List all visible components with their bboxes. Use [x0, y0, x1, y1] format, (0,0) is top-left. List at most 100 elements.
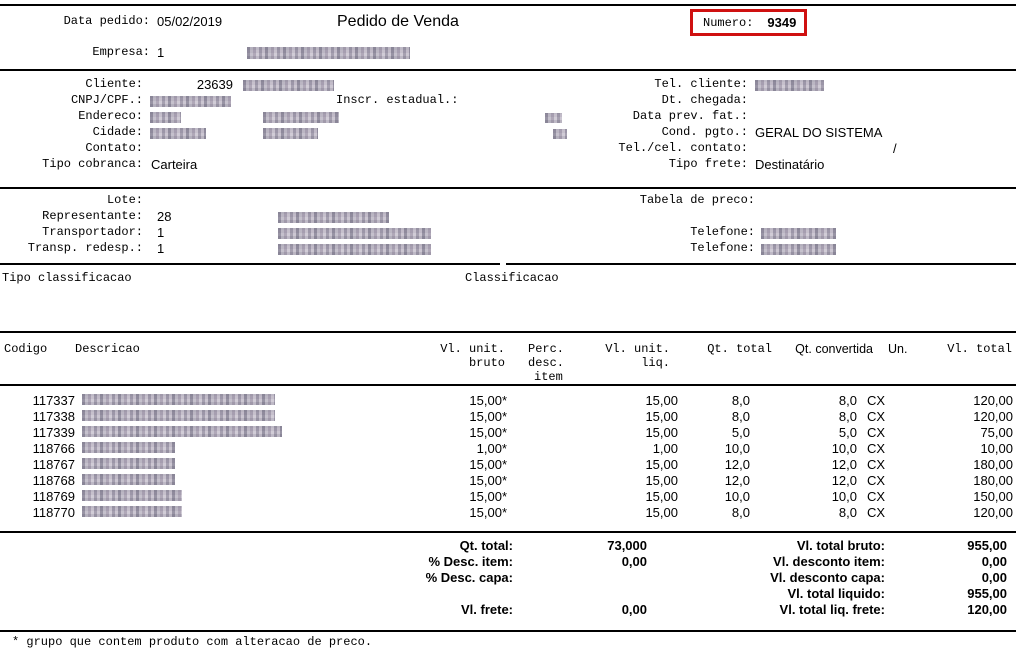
- cell-vl-unit-bruto: 15,00*: [469, 425, 507, 440]
- cell-un: CX: [867, 457, 886, 472]
- telefone-label-1: Telefone:: [690, 225, 755, 239]
- tel-cel-contato-label: Tel./cel. contato:: [618, 141, 748, 155]
- divider: [0, 187, 1016, 189]
- redacted-descricao: [82, 474, 175, 485]
- totals-vl-desconto-item-value: 0,00: [981, 554, 1007, 569]
- totals-vl-total-liq-frete-value: 120,00: [967, 602, 1007, 617]
- cell-qt-total: 12,0: [724, 473, 750, 488]
- cell-vl-total: 180,00: [973, 457, 1013, 472]
- totals-perc-desc-item-value: 0,00: [621, 554, 647, 569]
- transportador-label: Transportador:: [42, 225, 143, 239]
- cell-vl-unit-liq: 1,00: [652, 441, 678, 456]
- price-change-footnote: * grupo que contem produto com alteracao…: [12, 635, 373, 649]
- cell-un: CX: [867, 489, 886, 504]
- redacted-endereco-2: [263, 112, 339, 123]
- redacted-endereco-3: [545, 113, 562, 123]
- divider: [0, 384, 1016, 386]
- redacted-company-name: [247, 47, 410, 59]
- tel-cliente-label: Tel. cliente:: [654, 77, 748, 91]
- cell-vl-unit-bruto: 15,00*: [469, 473, 507, 488]
- cell-un: CX: [867, 393, 886, 408]
- data-pedido-label: Data pedido:: [63, 14, 150, 28]
- cell-vl-unit-bruto: 15,00*: [469, 489, 507, 504]
- cell-un: CX: [867, 425, 886, 440]
- divider: [0, 69, 1016, 71]
- redacted-cnpj: [150, 96, 231, 107]
- col-header-qt-convertida: Qt. convertida: [795, 342, 873, 356]
- totals-qt-total-label: Qt. total:: [459, 538, 513, 553]
- redacted-cidade-2: [263, 128, 318, 139]
- col-header-qt-total: Qt. total: [707, 342, 772, 356]
- cell-qt-total: 8,0: [731, 505, 750, 520]
- totals-vl-desconto-capa-label: Vl. desconto capa:: [770, 570, 885, 585]
- col-header-vl-unit-bruto: Vl. unit.: [440, 342, 505, 356]
- table-row: 118766 1,00* 1,00 10,0 10,0 CX 10,00: [0, 441, 1016, 456]
- cell-vl-unit-bruto: 1,00*: [476, 441, 507, 456]
- empresa-value: 1: [157, 45, 165, 60]
- cell-un: CX: [867, 473, 886, 488]
- divider: [0, 331, 1016, 333]
- col-header-perc-desc: Perc.: [528, 342, 565, 356]
- telefone-label-2: Telefone:: [690, 241, 755, 255]
- cell-vl-total: 120,00: [973, 505, 1013, 520]
- cell-codigo: 118768: [32, 473, 75, 488]
- tabela-preco-label: Tabela de preco:: [639, 193, 755, 207]
- cell-un: CX: [867, 441, 886, 456]
- totals-vl-desconto-capa-value: 0,00: [981, 570, 1007, 585]
- cell-vl-total: 180,00: [973, 473, 1013, 488]
- data-pedido-value: 05/02/2019: [157, 14, 223, 29]
- dt-chegada-label: Dt. chegada:: [661, 93, 748, 107]
- col-header-perc-desc-3: item: [534, 370, 563, 384]
- cell-vl-unit-bruto: 15,00*: [469, 505, 507, 520]
- table-row: 117337 15,00* 15,00 8,0 8,0 CX 120,00: [0, 393, 1016, 408]
- table-row: 117339 15,00* 15,00 5,0 5,0 CX 75,00: [0, 425, 1016, 440]
- inscr-estadual-label: Inscr. estadual.:: [336, 93, 459, 107]
- cell-qt-total: 12,0: [724, 457, 750, 472]
- numero-label: Numero:: [703, 15, 754, 30]
- cell-vl-unit-liq: 15,00: [645, 457, 678, 472]
- cell-vl-unit-liq: 15,00: [645, 409, 678, 424]
- cell-codigo: 118767: [32, 457, 75, 472]
- totals-vl-total-bruto-label: Vl. total bruto:: [796, 538, 885, 553]
- cliente-label: Cliente:: [85, 77, 143, 91]
- totals-vl-desconto-item-label: Vl. desconto item:: [773, 554, 885, 569]
- cell-vl-unit-bruto: 15,00*: [469, 409, 507, 424]
- cell-qt-total: 10,0: [724, 489, 750, 504]
- cell-qt-total: 10,0: [724, 441, 750, 456]
- table-row: 118769 15,00* 15,00 10,0 10,0 CX 150,00: [0, 489, 1016, 504]
- cell-qt-convertida: 8,0: [838, 409, 857, 424]
- col-header-descricao: Descricao: [75, 342, 140, 356]
- totals-vl-total-liquido-label: Vl. total liquido:: [787, 586, 886, 601]
- classificacao-label: Classificacao: [465, 271, 559, 285]
- cliente-code: 23639: [196, 77, 233, 92]
- divider: [0, 531, 1016, 533]
- totals-vl-total-liquido-value: 955,00: [967, 586, 1007, 601]
- table-row: 117338 15,00* 15,00 8,0 8,0 CX 120,00: [0, 409, 1016, 424]
- table-row: 118767 15,00* 15,00 12,0 12,0 CX 180,00: [0, 457, 1016, 472]
- cell-vl-total: 75,00: [980, 425, 1013, 440]
- tipo-cobranca-label: Tipo cobranca:: [42, 157, 143, 171]
- totals-perc-desc-capa-label: % Desc. capa:: [425, 570, 513, 585]
- cell-qt-total: 8,0: [731, 393, 750, 408]
- cell-qt-total: 8,0: [731, 409, 750, 424]
- cell-qt-convertida: 12,0: [831, 473, 857, 488]
- totals-perc-desc-item-label: % Desc. item:: [428, 554, 513, 569]
- col-header-vl-total: Vl. total: [947, 342, 1012, 356]
- cnpj-label: CNPJ/CPF.:: [70, 93, 143, 107]
- divider: [0, 630, 1016, 632]
- redacted-telefone-1: [761, 228, 836, 239]
- cond-pgto-value: GERAL DO SISTEMA: [755, 125, 883, 140]
- cell-codigo: 118770: [32, 505, 75, 520]
- divider: [506, 263, 1016, 265]
- cell-vl-unit-liq: 15,00: [645, 393, 678, 408]
- cell-vl-unit-bruto: 15,00*: [469, 457, 507, 472]
- cell-vl-unit-bruto: 15,00*: [469, 393, 507, 408]
- data-prev-fat-label: Data prev. fat.:: [632, 109, 748, 123]
- redacted-transportador-name: [278, 228, 431, 239]
- cell-vl-unit-liq: 15,00: [645, 473, 678, 488]
- cell-vl-total: 150,00: [973, 489, 1013, 504]
- cell-vl-unit-liq: 15,00: [645, 489, 678, 504]
- redacted-telefone-2: [761, 244, 836, 255]
- redacted-cidade-3: [553, 129, 567, 139]
